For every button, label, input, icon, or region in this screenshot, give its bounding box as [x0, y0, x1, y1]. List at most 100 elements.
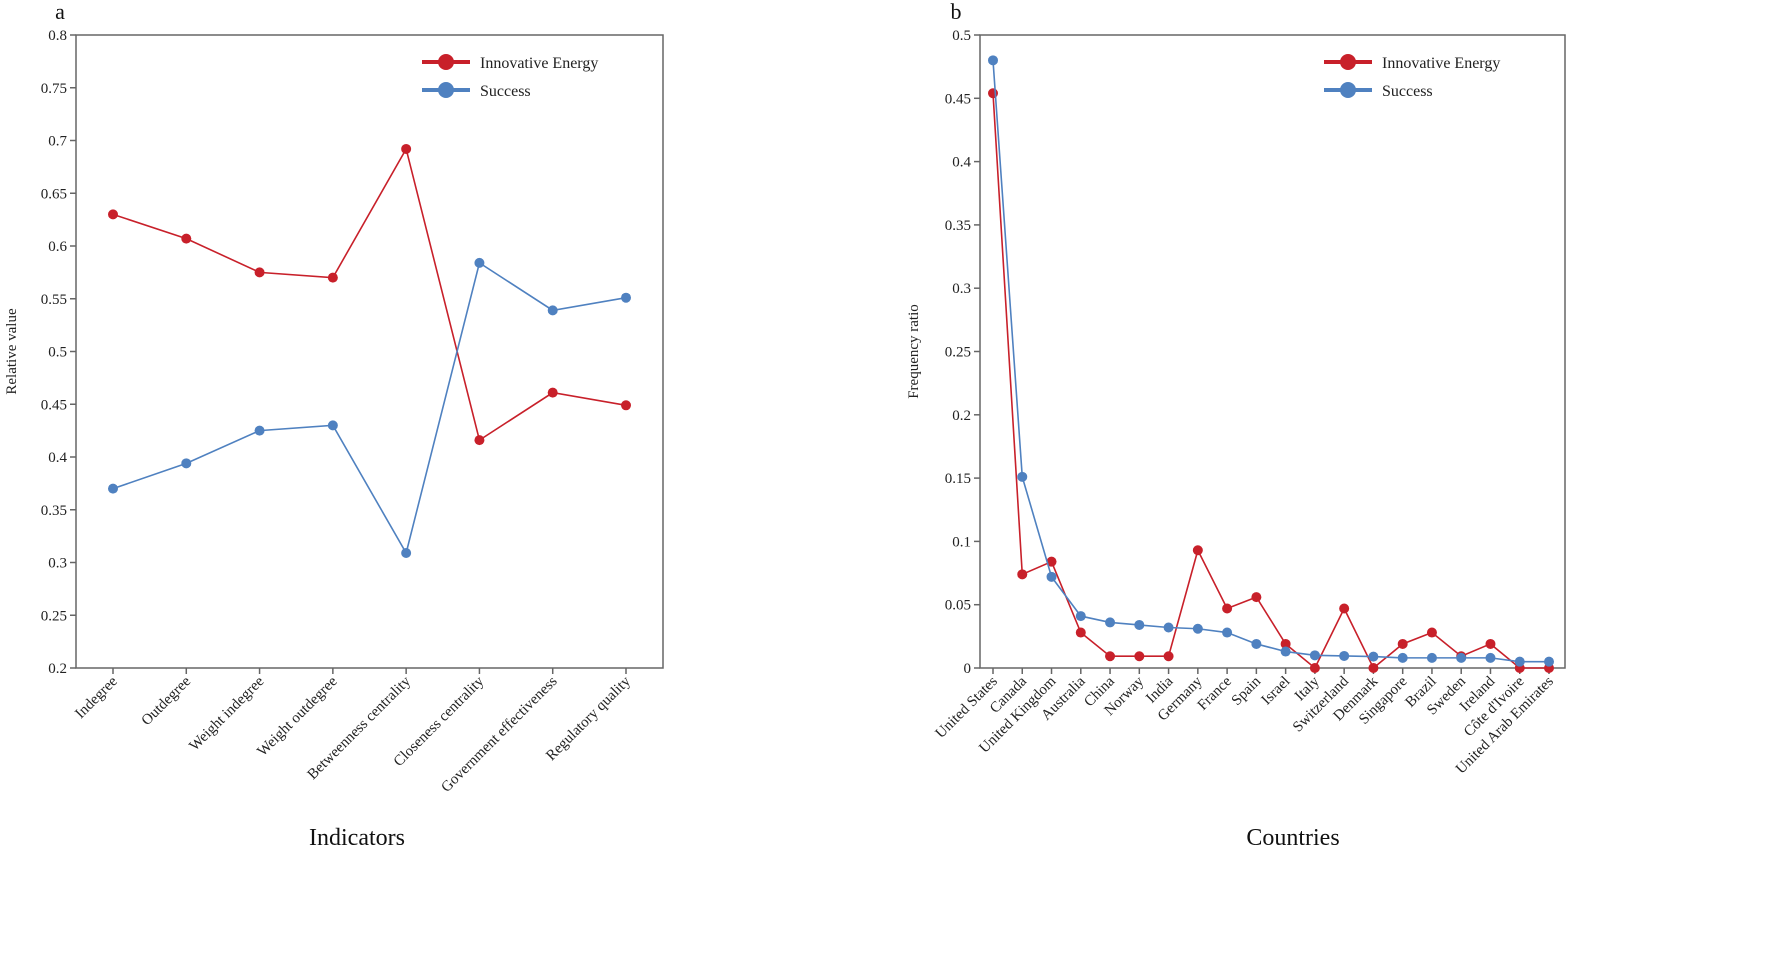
panel-label: b	[951, 0, 962, 24]
data-point	[1192, 545, 1203, 556]
data-point	[1046, 556, 1057, 567]
y-axis-title: Frequency ratio	[906, 304, 922, 399]
data-point	[401, 548, 412, 559]
x-tick-label: Indegree	[72, 673, 121, 722]
data-point	[108, 209, 118, 220]
data-point	[1046, 571, 1057, 582]
data-point	[1134, 651, 1145, 662]
data-point	[181, 458, 192, 469]
y-tick-label: 0.3	[48, 556, 67, 572]
data-point	[327, 272, 338, 283]
y-tick-label: 0.35	[945, 218, 971, 234]
y-tick-label: 0.6	[48, 239, 67, 255]
y-tick-label: 0.1	[952, 534, 971, 550]
legend-swatch-marker	[438, 54, 454, 70]
data-point	[254, 425, 265, 436]
data-point	[254, 267, 265, 278]
data-point	[474, 435, 485, 446]
legend-label: Success	[1382, 83, 1433, 100]
x-tick-label: Israel	[1259, 674, 1294, 709]
data-point	[547, 387, 558, 398]
data-point	[621, 400, 631, 411]
data-point	[988, 88, 998, 99]
x-axis-title: Indicators	[309, 825, 405, 851]
data-point	[988, 55, 998, 66]
y-tick-label: 0.4	[48, 450, 67, 466]
y-tick-label: 0.25	[945, 345, 971, 361]
data-point	[1426, 652, 1437, 663]
y-tick-label: 0.7	[48, 134, 67, 150]
data-point	[1017, 471, 1028, 482]
series-line-innovative-energy	[992, 93, 1549, 670]
data-point	[1192, 623, 1203, 634]
data-point	[1163, 622, 1174, 633]
data-point	[1251, 592, 1262, 603]
legend-swatch-marker	[1340, 54, 1356, 70]
series-line-success	[992, 60, 1549, 663]
data-point	[1280, 646, 1291, 657]
y-tick-label: 0.4	[952, 155, 971, 171]
data-point	[181, 233, 192, 244]
data-point	[1485, 638, 1496, 649]
data-point	[1105, 651, 1116, 662]
data-point	[1163, 651, 1174, 662]
data-point	[1426, 627, 1437, 638]
panel-label: a	[55, 0, 65, 24]
y-axis-title: Relative value	[4, 308, 20, 395]
plot-frame	[75, 34, 664, 669]
data-point	[1222, 603, 1233, 614]
data-point	[1514, 656, 1525, 667]
series-line-success	[112, 261, 627, 556]
x-axis-title: Countries	[1246, 825, 1339, 851]
data-point	[1222, 627, 1233, 638]
y-tick-label: 0.2	[952, 408, 971, 424]
plot-frame	[979, 34, 1566, 669]
data-point	[1397, 638, 1408, 649]
legend-swatch-marker	[438, 82, 454, 98]
data-point	[474, 257, 485, 268]
y-tick-label: 0.5	[952, 28, 971, 44]
data-point	[1017, 569, 1028, 580]
y-tick-label: 0.45	[945, 91, 971, 107]
y-tick-label: 0.45	[41, 397, 67, 413]
legend-label: Innovative Energy	[1382, 55, 1500, 72]
y-tick-label: 0.05	[945, 598, 971, 614]
data-point	[327, 420, 338, 431]
data-point	[547, 305, 558, 316]
data-point	[1339, 603, 1350, 614]
data-point	[1280, 638, 1291, 649]
data-point	[401, 143, 412, 154]
data-point	[1544, 656, 1554, 667]
y-tick-label: 0.75	[41, 81, 67, 97]
data-point	[108, 483, 118, 494]
y-tick-label: 0.3	[952, 281, 971, 297]
data-point	[1485, 652, 1496, 663]
data-point	[1368, 651, 1379, 662]
data-point	[1251, 638, 1262, 649]
y-tick-label: 0.2	[48, 661, 67, 677]
data-point	[1397, 652, 1408, 663]
data-point	[1368, 663, 1379, 673]
x-tick-label: Weight indegree	[187, 673, 268, 754]
legend-swatch-marker	[1340, 82, 1356, 98]
data-point	[1456, 652, 1467, 663]
chart-panel-a: 0.2 0.25 0.3 0.35 0.4 0.45 0.5 0.55 0.6 0.65 0.7 0.…	[4, 0, 664, 851]
chart-panel-b: 00.050.10.150.20.250.30.350.40.450.5Unit…	[906, 0, 1566, 851]
data-point	[1134, 619, 1145, 630]
y-tick-label: 0.25	[41, 608, 67, 624]
y-tick-label: 0	[964, 661, 972, 677]
data-point	[1309, 663, 1320, 673]
data-point	[1075, 627, 1086, 638]
y-tick-label: 0.55	[41, 292, 67, 308]
y-tick-label: 0.8	[48, 28, 67, 44]
x-tick-label: France	[1195, 673, 1235, 713]
y-tick-label: 0.35	[41, 503, 67, 519]
legend-label: Success	[480, 83, 531, 100]
x-tick-label: Outdegree	[139, 673, 195, 729]
x-tick-label: Weight outdegree	[255, 673, 341, 759]
series-line-innovative-energy	[112, 146, 627, 442]
y-tick-label: 0.5	[48, 345, 67, 361]
data-point	[1075, 611, 1086, 622]
data-point	[1105, 617, 1116, 628]
